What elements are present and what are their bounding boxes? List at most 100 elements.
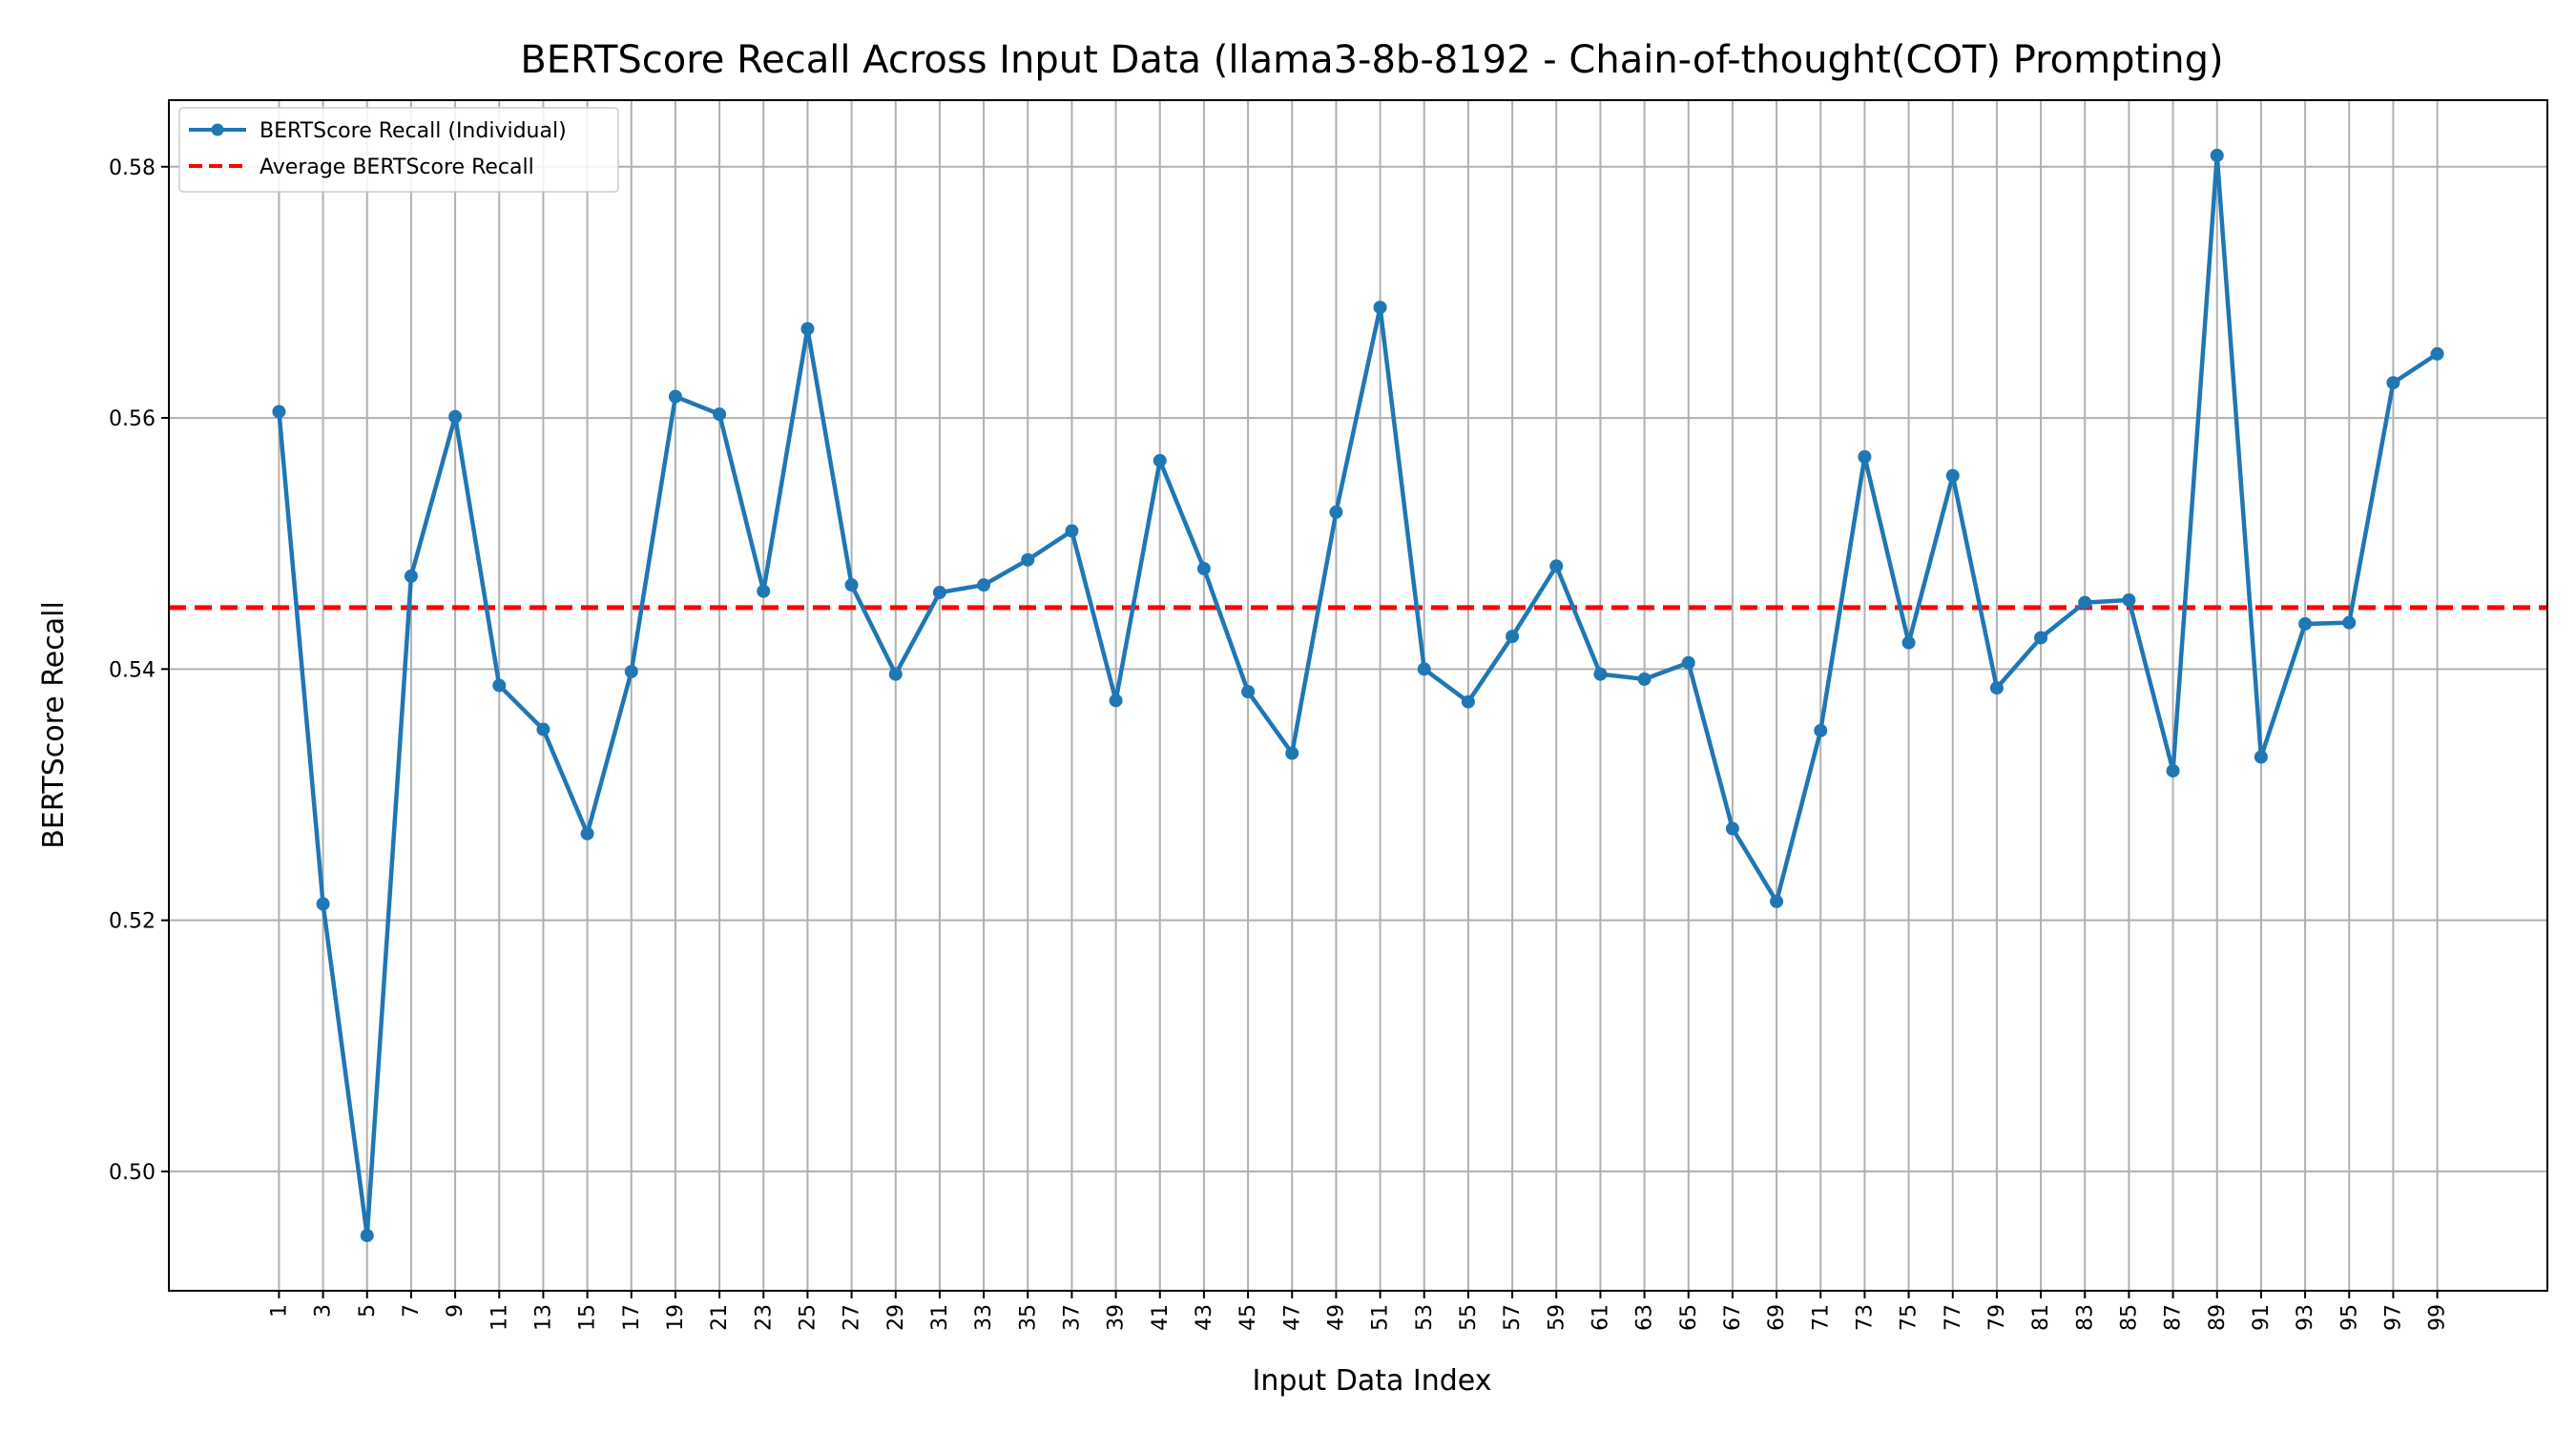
recall-data-point	[800, 321, 815, 336]
legend-label-average: Average BERTScore Recall	[260, 156, 534, 179]
recall-data-point	[536, 722, 551, 736]
recall-data-point	[1065, 524, 1079, 538]
x-tick-label: 7	[400, 1304, 424, 1317]
recall-data-point	[2430, 346, 2444, 361]
x-tick-label: 75	[1898, 1304, 1922, 1331]
x-tick-label: 17	[620, 1304, 644, 1331]
x-tick-label: 89	[2206, 1304, 2230, 1331]
recall-data-point	[2034, 631, 2048, 645]
recall-data-point	[713, 407, 727, 422]
recall-data-point	[316, 897, 330, 911]
recall-data-point	[1417, 662, 1431, 676]
x-tick-label: 87	[2162, 1304, 2186, 1331]
recall-data-point	[1506, 630, 1520, 644]
recall-data-point	[1153, 453, 1167, 467]
x-tick-label: 53	[1413, 1304, 1437, 1331]
x-tick-label: 39	[1105, 1304, 1129, 1331]
x-tick-label: 65	[1677, 1304, 1701, 1331]
x-axis-label: Input Data Index	[1253, 1364, 1492, 1398]
recall-data-point	[2254, 750, 2268, 764]
x-tick-label: 45	[1236, 1304, 1260, 1331]
x-tick-label: 81	[2029, 1304, 2053, 1331]
legend: BERTScore Recall (Individual) Average BE…	[178, 107, 619, 193]
x-tick-label: 99	[2426, 1304, 2450, 1331]
x-tick-label: 85	[2117, 1304, 2141, 1331]
recall-data-point	[2122, 592, 2136, 607]
recall-data-point	[1196, 562, 1211, 576]
recall-data-point	[1725, 821, 1739, 836]
x-tick-label: 13	[531, 1304, 555, 1331]
recall-data-point	[1021, 552, 1035, 567]
plot-frame	[168, 99, 2548, 1292]
x-tick-label: 83	[2073, 1304, 2097, 1331]
y-tick-label: 0.56	[109, 407, 156, 431]
x-tick-label: 9	[444, 1304, 467, 1317]
x-tick-label: 41	[1149, 1304, 1173, 1331]
recall-series-line	[277, 153, 2439, 1238]
x-tick-label: 63	[1633, 1304, 1657, 1331]
series-layer	[272, 148, 2444, 1243]
recall-data-point	[1770, 894, 1784, 908]
grid-layer	[169, 100, 2547, 1291]
y-tick-label: 0.54	[109, 658, 156, 682]
recall-data-point	[360, 1229, 374, 1243]
y-tick-label: 0.58	[109, 156, 156, 180]
x-tick-label: 3	[312, 1304, 336, 1317]
x-tick-label: 37	[1060, 1304, 1084, 1331]
chart-title: BERTScore Recall Across Input Data (llam…	[520, 38, 2223, 82]
x-tick-label: 23	[752, 1304, 776, 1331]
recall-data-point	[624, 664, 638, 678]
x-tick-label: 11	[488, 1304, 511, 1331]
x-tick-label: 35	[1016, 1304, 1040, 1331]
recall-data-point	[1241, 685, 1256, 699]
recall-data-point	[932, 586, 946, 600]
recall-data-point	[2298, 616, 2313, 631]
recall-data-point	[1593, 667, 1608, 681]
x-tick-label: 61	[1589, 1304, 1612, 1331]
recall-data-point	[1285, 746, 1299, 760]
recall-data-point	[977, 578, 991, 592]
x-tick-label: 5	[356, 1304, 380, 1317]
recall-data-point	[2166, 763, 2180, 778]
y-axis-label: BERTScore Recall	[37, 601, 71, 849]
x-tick-label: 55	[1457, 1304, 1481, 1331]
recall-data-point	[1858, 449, 1872, 464]
x-tick-label: 73	[1853, 1304, 1877, 1331]
recall-data-point	[1373, 301, 1387, 315]
recall-data-point	[2386, 376, 2400, 390]
recall-data-point	[1461, 695, 1475, 709]
x-tick-label: 1	[267, 1304, 291, 1317]
x-tick-label: 77	[1942, 1304, 1965, 1331]
x-tick-label: 59	[1545, 1304, 1568, 1331]
x-tick-label: 69	[1765, 1304, 1789, 1331]
x-tick-label: 49	[1324, 1304, 1348, 1331]
x-tick-label: 25	[796, 1304, 820, 1331]
x-tick-label: 51	[1369, 1304, 1393, 1331]
recall-data-point	[1945, 468, 1960, 483]
recall-data-point	[580, 826, 594, 840]
recall-data-point	[2078, 595, 2092, 610]
recall-data-point	[448, 409, 463, 424]
x-tick-label: 47	[1280, 1304, 1304, 1331]
recall-data-point	[404, 569, 418, 583]
x-tick-label: 43	[1193, 1304, 1216, 1331]
recall-data-point	[1814, 723, 1828, 737]
y-tick-label: 0.50	[109, 1161, 156, 1185]
legend-label-individual: BERTScore Recall (Individual)	[260, 119, 567, 143]
y-tick-label: 0.52	[109, 910, 156, 934]
x-tick-label: 95	[2337, 1304, 2361, 1331]
ticks-layer: 1 3 5 7 9 11 13 15 17 19 21 23 25 27 29 31 33 35 37 39 41 43 4…	[109, 156, 2450, 1331]
recall-data-point	[1329, 505, 1343, 519]
x-tick-label: 27	[841, 1304, 864, 1331]
recall-data-point	[1989, 681, 2004, 695]
recall-data-point	[844, 578, 859, 592]
recall-data-point	[888, 667, 903, 681]
x-tick-label: 93	[2294, 1304, 2317, 1331]
x-tick-label: 19	[664, 1304, 688, 1331]
x-tick-label: 71	[1809, 1304, 1833, 1331]
x-tick-label: 91	[2250, 1304, 2274, 1331]
x-tick-label: 21	[708, 1304, 732, 1331]
recall-data-point	[2210, 148, 2224, 162]
